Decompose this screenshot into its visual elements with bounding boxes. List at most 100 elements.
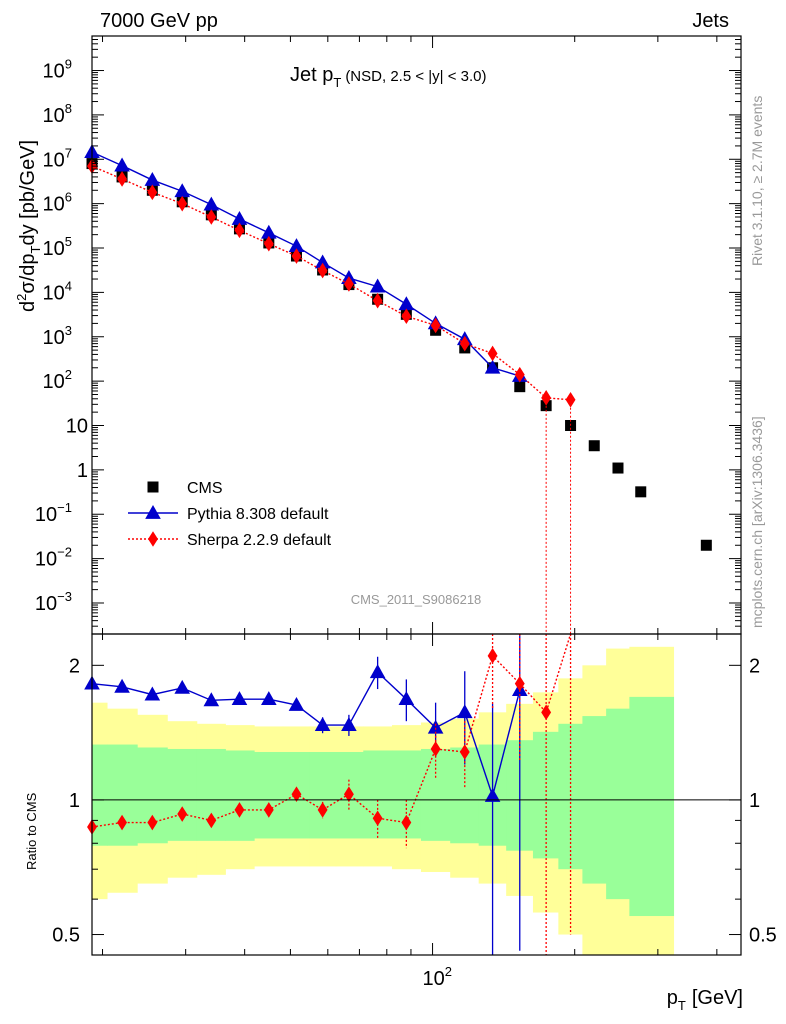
ratio-tick-label-right: 1 (749, 790, 760, 812)
data-point (487, 345, 498, 362)
data-point (117, 171, 128, 187)
analysis-label: CMS_2011_S9086218 (351, 592, 482, 607)
ratio-point (369, 664, 386, 679)
y-tick-label: 106 (43, 190, 72, 216)
data-point (263, 235, 274, 252)
ratio-point (427, 719, 444, 734)
ratio-point (459, 744, 470, 760)
ratio-point (144, 686, 161, 701)
data-point (174, 183, 191, 198)
inner-band-bin (254, 751, 284, 839)
legend-marker (148, 531, 158, 547)
ratio-point (263, 802, 274, 818)
data-point (514, 381, 526, 393)
data-point (541, 390, 552, 406)
legend-marker (147, 481, 159, 493)
ratio-point (398, 691, 415, 706)
data-point (372, 292, 383, 309)
y-tick-label: 102 (43, 367, 72, 393)
ratio-point (147, 814, 158, 831)
data-point (430, 317, 441, 334)
ratio-point (487, 648, 498, 664)
ratio-point (541, 704, 552, 721)
data-point (540, 400, 552, 412)
inner-band-bin (629, 696, 675, 917)
ratio-frame (91, 633, 742, 956)
ratio-plot (84, 633, 572, 955)
data-point (514, 366, 525, 383)
y-tick-label: 109 (43, 57, 72, 83)
data-point (612, 462, 624, 474)
y-tick-label: 103 (43, 323, 72, 349)
data-point (317, 262, 328, 279)
y-tick-label: 108 (43, 101, 72, 127)
ratio-tick-label-right: 2 (749, 655, 760, 677)
legend-label: Pythia 8.308 default (187, 506, 329, 523)
ratio-point (261, 691, 277, 706)
ratio-point (317, 802, 328, 818)
data-point (234, 222, 245, 239)
ratio-point (401, 814, 412, 831)
data-point (369, 278, 386, 293)
ratio-point (430, 741, 441, 757)
data-point (314, 254, 331, 269)
y-tick-label: 105 (43, 234, 72, 260)
main-plot (84, 144, 712, 634)
ratio-point (174, 679, 191, 694)
data-point (459, 335, 470, 352)
data-point (398, 296, 415, 311)
y-tick-label: 104 (43, 278, 72, 304)
data-point (261, 224, 277, 239)
y-tick-label: 10−3 (35, 589, 72, 615)
plot-title: Jet pT (NSD, 2.5 < |y| < 3.0) (290, 64, 487, 90)
legend-label: CMS (187, 480, 223, 497)
data-point (291, 248, 302, 264)
ratio-point (234, 802, 245, 818)
inner-band-bin (167, 748, 198, 841)
data-point (206, 209, 217, 225)
ratio-tick-label: 2 (69, 655, 80, 677)
ratio-point (456, 704, 473, 719)
header-right: Jets (692, 10, 729, 32)
series-line (91, 151, 520, 377)
ratio-point (291, 786, 302, 802)
legend: CMS Pythia 8.308 default Sherpa 2.2.9 defa… (128, 480, 332, 549)
header-left: 7000 GeV pp (100, 10, 218, 32)
y-tick-label: 10−2 (35, 545, 72, 571)
data-point (177, 195, 188, 212)
y-axis-label: d2σ/dpTdy [pb/GeV] (14, 140, 43, 312)
data-point (401, 308, 412, 325)
ratio-line (91, 671, 521, 799)
x-axis-label: pT [GeV] (667, 987, 743, 1013)
ratio-point (514, 675, 525, 692)
ratio-point (341, 717, 357, 731)
data-point (635, 486, 647, 498)
side-label-rivet: Rivet 3.1.10, ≥ 2.7M events (749, 96, 765, 266)
inner-band-bin (225, 750, 255, 841)
ratio-point (372, 810, 383, 827)
data-point (588, 440, 600, 452)
ratio-point (117, 814, 128, 831)
y-tick-label: 1 (77, 460, 88, 482)
data-point (144, 171, 161, 186)
axes: 10210910810710610510410310210110−110−210… (35, 35, 777, 990)
ratio-point (484, 788, 501, 802)
inner-band-bin (420, 748, 451, 841)
inner-band-bin (309, 751, 337, 839)
inner-band-bin (107, 744, 138, 846)
legend-marker (145, 504, 161, 519)
series-line (91, 165, 571, 401)
ratio-axis-label: Ratio to CMS (24, 792, 39, 870)
legend-label: Sherpa 2.2.9 default (187, 532, 332, 549)
ratio-point (203, 692, 220, 707)
ratio-tick-label: 1 (69, 790, 80, 812)
ratio-point (177, 806, 188, 822)
data-point (700, 539, 712, 551)
data-point (203, 196, 220, 211)
y-tick-label: 10 (66, 415, 88, 437)
ratio-point (206, 812, 217, 829)
data-point (231, 210, 248, 225)
data-point (147, 184, 158, 201)
data-point (288, 238, 305, 253)
